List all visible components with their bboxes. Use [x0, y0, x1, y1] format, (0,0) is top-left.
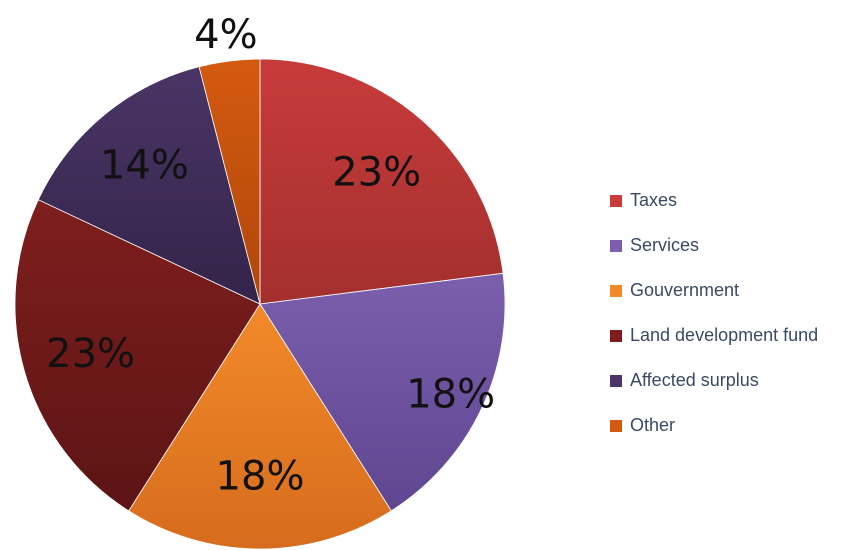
legend-swatch: [610, 284, 622, 297]
pie-slice-other: [198, 58, 261, 305]
legend-item-gouvernment: Gouvernment: [610, 268, 818, 313]
data-label-land-development-fund: 23%: [46, 331, 135, 377]
legend-swatch: [610, 374, 622, 387]
pie-slice-services: [259, 272, 506, 512]
legend-item-services: Services: [610, 223, 818, 268]
legend-swatch: [610, 194, 622, 207]
legend-item-affected-surplus: Affected surplus: [610, 358, 818, 403]
pie-slice-land-development-fund: [14, 199, 261, 512]
data-label-taxes: 23%: [332, 150, 421, 196]
data-label-other: 4%: [194, 12, 257, 58]
pie-slice-affected-surplus: [37, 66, 261, 305]
pie-slices: [14, 58, 506, 550]
pie-slice-gouvernment: [128, 303, 392, 550]
legend-swatch: [610, 329, 622, 342]
legend-item-land-development-fund: Land development fund: [610, 313, 818, 358]
legend-label: Gouvernment: [630, 280, 740, 300]
legend-item-taxes: Taxes: [610, 178, 818, 223]
legend-label: Other: [630, 415, 676, 435]
data-label-services: 18%: [406, 372, 495, 418]
legend-label: Services: [630, 235, 700, 255]
legend-item-other: Other: [610, 403, 818, 448]
legend-label: Affected surplus: [630, 370, 759, 390]
legend: Taxes Services Gouvernment Land development…: [610, 178, 818, 448]
legend-label: Land development fund: [630, 325, 819, 345]
data-label-gouvernment: 18%: [216, 454, 305, 500]
legend-label: Taxes: [630, 190, 678, 210]
pie-slice-taxes: [259, 58, 504, 305]
data-label-affected-surplus: 14%: [100, 142, 189, 188]
pie-data-labels: 23% 18% 18% 23% 14% 4%: [46, 12, 495, 499]
legend-swatch: [610, 419, 622, 432]
legend-swatch: [610, 239, 622, 252]
